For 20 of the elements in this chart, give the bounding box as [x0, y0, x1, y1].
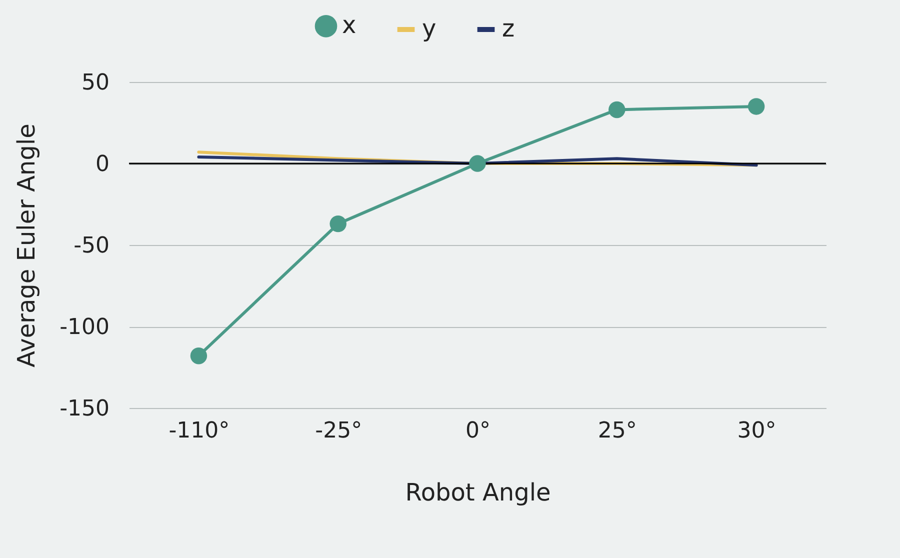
point	[469, 155, 486, 172]
legend-label: y	[422, 14, 436, 42]
x-tick-label: 25°	[598, 418, 637, 444]
y-tick-label: -100	[60, 315, 110, 340]
x-tick-label: -25°	[315, 418, 362, 444]
point	[608, 101, 626, 118]
y-tick-label: -50	[74, 234, 110, 258]
point	[190, 347, 208, 364]
y-tick-label: 0	[96, 152, 110, 177]
y-axis-title: Average Euler Angle	[12, 124, 41, 368]
point	[330, 215, 346, 232]
y-tick-label: -150	[60, 396, 110, 422]
point	[748, 98, 765, 115]
x-tick-label: -110°	[168, 418, 230, 444]
y-tick-label: 50	[82, 70, 110, 96]
legend-label: x	[342, 11, 356, 40]
x-tick-label: 0°	[466, 418, 490, 444]
x-axis-title: Robot Angle	[405, 478, 551, 506]
legend-label: z	[502, 14, 515, 42]
x-tick-label: 30°	[737, 418, 776, 444]
